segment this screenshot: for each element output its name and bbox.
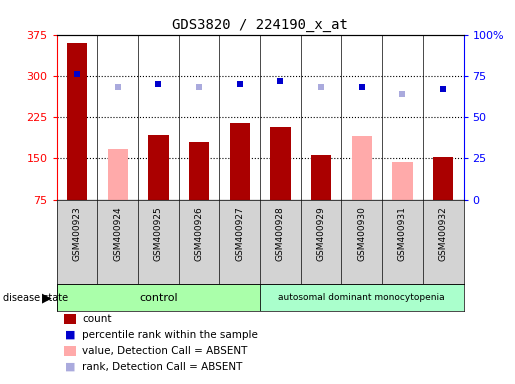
Text: ■: ■ xyxy=(65,330,75,340)
Text: GSM400923: GSM400923 xyxy=(73,207,81,261)
Text: GSM400925: GSM400925 xyxy=(154,207,163,261)
Bar xyxy=(260,284,464,311)
Bar xyxy=(270,127,290,200)
Bar xyxy=(311,154,331,200)
Text: rank, Detection Call = ABSENT: rank, Detection Call = ABSENT xyxy=(82,362,243,372)
Text: percentile rank within the sample: percentile rank within the sample xyxy=(82,330,259,340)
Text: control: control xyxy=(139,293,178,303)
Text: value, Detection Call = ABSENT: value, Detection Call = ABSENT xyxy=(82,346,248,356)
Text: autosomal dominant monocytopenia: autosomal dominant monocytopenia xyxy=(279,293,445,302)
Text: disease state: disease state xyxy=(3,293,67,303)
Text: ■: ■ xyxy=(65,362,75,372)
Text: GSM400928: GSM400928 xyxy=(276,207,285,261)
Text: GSM400930: GSM400930 xyxy=(357,207,366,262)
Text: GSM400924: GSM400924 xyxy=(113,207,122,261)
Bar xyxy=(148,135,168,200)
Text: GSM400926: GSM400926 xyxy=(195,207,203,261)
Bar xyxy=(108,149,128,200)
Bar xyxy=(433,157,453,200)
Text: GSM400927: GSM400927 xyxy=(235,207,244,261)
Bar xyxy=(67,43,87,200)
Text: GSM400931: GSM400931 xyxy=(398,207,407,262)
Text: count: count xyxy=(82,314,112,324)
Bar xyxy=(352,136,372,200)
Bar xyxy=(189,142,209,200)
Text: GSM400932: GSM400932 xyxy=(439,207,448,261)
Bar xyxy=(392,162,413,200)
Text: GSM400929: GSM400929 xyxy=(317,207,325,261)
Title: GDS3820 / 224190_x_at: GDS3820 / 224190_x_at xyxy=(172,18,348,32)
Text: ▶: ▶ xyxy=(42,291,52,304)
Bar xyxy=(230,122,250,200)
Bar xyxy=(57,284,260,311)
